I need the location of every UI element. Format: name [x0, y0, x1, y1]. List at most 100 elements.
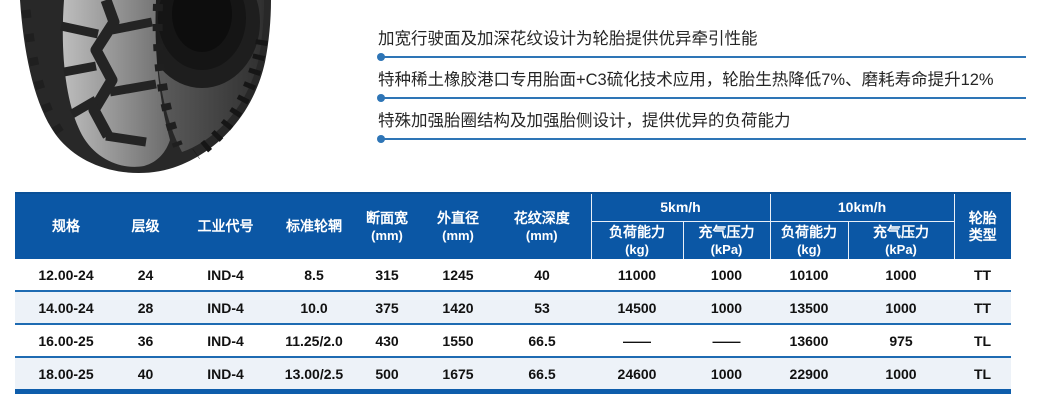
cell-pressure-10kmh: 1000: [848, 357, 954, 394]
cell-load-5kmh: 14500: [591, 291, 683, 325]
cell-tread-depth: 66.5: [493, 357, 591, 394]
cell-outer-diameter: 1245: [423, 259, 493, 292]
col-header-standard-rim: 标准轮辋: [277, 192, 351, 259]
tire-lateral-groove: [69, 96, 99, 118]
col-unit: (mm): [525, 227, 558, 243]
col-header-outer-diameter: 外直径 (mm): [423, 192, 493, 259]
col-label: 标准轮辋: [286, 218, 342, 234]
cell-ply: 36: [117, 324, 174, 358]
cell-spec: 18.00-25: [15, 357, 117, 394]
tire-sidewall-lugs: [192, 39, 268, 159]
feature-item: 特殊加强胎圈结构及加强胎侧设计，提供优异的负荷能力: [377, 110, 1026, 143]
tire-photo-svg: [20, 0, 271, 174]
col-label: 层级: [131, 218, 160, 234]
cell-load-10kmh: 10100: [770, 259, 848, 292]
cell-spec: 14.00-24: [15, 291, 117, 325]
divider-dot-icon: [377, 135, 385, 143]
col-header-industry-code: 工业代号: [174, 192, 277, 259]
spec-table: 规格 层级 工业代号 标准轮辋 断面宽 (mm) 外直径 (mm): [15, 192, 1011, 394]
col-header-ply: 层级: [117, 192, 174, 259]
col-label: 负荷能力: [609, 223, 665, 240]
cell-load-5kmh: 11000: [591, 259, 683, 292]
col-unit: (mm): [442, 227, 474, 243]
cell-industry-code: IND-4: [174, 259, 277, 292]
group-header-5kmh: 5km/h: [590, 192, 771, 222]
cell-outer-diameter: 1675: [423, 357, 493, 394]
col-header-load-10kmh: 负荷能力 (kg): [770, 221, 849, 259]
cell-industry-code: IND-4: [174, 357, 277, 394]
col-label: 充气压力: [873, 223, 929, 240]
feature-text: 特种稀土橡胶港口专用胎面+C3硫化技术应用，轮胎生热降低7%、磨耗寿命提升12%: [378, 71, 994, 89]
cell-pressure-5kmh: ——: [683, 324, 770, 358]
tire-lateral-groove: [109, 79, 157, 97]
cell-load-10kmh: 13500: [770, 291, 848, 325]
table-body: 12.00-24 24 IND-4 8.5 315 1245 40 11000 …: [15, 259, 1011, 394]
tire-tread-face: [62, 0, 170, 167]
cell-pressure-5kmh: 1000: [683, 291, 770, 325]
feature-divider: [377, 53, 1026, 61]
cell-tread-depth: 40: [493, 259, 591, 292]
table-header: 规格 层级 工业代号 标准轮辋 断面宽 (mm) 外直径 (mm): [15, 192, 1011, 259]
tire-center-groove: [88, 0, 120, 139]
col-unit: (kg): [625, 241, 649, 257]
divider-dot-icon: [377, 94, 385, 102]
cell-ply: 24: [117, 259, 174, 292]
col-header-section-width: 断面宽 (mm): [351, 192, 423, 259]
cell-standard-rim: 11.25/2.0: [277, 324, 351, 358]
tire-lateral-groove: [105, 131, 147, 147]
tire-lateral-groove: [63, 61, 97, 77]
col-label: 充气压力: [698, 223, 755, 240]
col-label: 规格: [52, 218, 80, 234]
table-row: 16.00-25 36 IND-4 11.25/2.0 430 1550 66.…: [15, 324, 1011, 358]
cell-tire-type: TT: [954, 259, 1011, 292]
col-header-pressure-5kmh: 充气压力 (kPa): [683, 221, 771, 259]
col-label: 工业代号: [197, 218, 254, 234]
cell-pressure-10kmh: 975: [848, 324, 954, 358]
col-header-spec: 规格: [15, 192, 117, 259]
col-header-load-5kmh: 负荷能力 (kg): [590, 221, 684, 259]
col-label-line1: 轮胎: [968, 209, 997, 226]
col-label: 负荷能力: [781, 223, 837, 240]
col-header-tread-depth: 花纹深度 (mm): [493, 192, 591, 259]
cell-tread-depth: 53: [493, 291, 591, 325]
cell-spec: 16.00-25: [15, 324, 117, 358]
cell-outer-diameter: 1420: [423, 291, 493, 325]
cell-tire-type: TL: [954, 324, 1011, 358]
cell-pressure-5kmh: 1000: [683, 259, 770, 292]
cell-ply: 40: [117, 357, 174, 394]
feature-list: 加宽行驶面及加深花纹设计为轮胎提供优异牵引性能 特种稀土橡胶港口专用胎面+C3硫…: [377, 28, 1026, 151]
cell-load-5kmh: 24600: [591, 357, 683, 394]
cell-tire-type: TL: [954, 357, 1011, 394]
cell-industry-code: IND-4: [174, 324, 277, 358]
cell-standard-rim: 8.5: [277, 259, 351, 292]
feature-divider: [377, 94, 1026, 102]
table-row: 18.00-25 40 IND-4 13.00/2.5 500 1675 66.…: [15, 357, 1011, 394]
cell-load-10kmh: 22900: [770, 357, 848, 394]
col-label-line2: 类型: [968, 226, 997, 243]
group-label: 10km/h: [837, 199, 887, 215]
cell-pressure-5kmh: 1000: [683, 357, 770, 394]
cell-load-5kmh: ——: [591, 324, 683, 358]
feature-divider: [377, 135, 1026, 143]
table-row: 12.00-24 24 IND-4 8.5 315 1245 40 11000 …: [15, 259, 1011, 292]
group-header-10kmh: 10km/h: [770, 192, 955, 222]
cell-standard-rim: 13.00/2.5: [277, 357, 351, 394]
feature-text: 特殊加强胎圈结构及加强胎侧设计，提供优异的负荷能力: [378, 112, 791, 130]
cell-section-width: 315: [351, 259, 423, 292]
col-label: 断面宽: [366, 209, 408, 226]
tire-edge-notches: [21, 9, 68, 141]
cell-ply: 28: [117, 291, 174, 325]
tire-bore-inner: [172, 0, 232, 52]
cell-spec: 12.00-24: [15, 259, 117, 292]
cell-standard-rim: 10.0: [277, 291, 351, 325]
cell-tire-type: TT: [954, 291, 1011, 325]
cell-section-width: 375: [351, 291, 423, 325]
cell-industry-code: IND-4: [174, 291, 277, 325]
header-sub-row: 负荷能力 (kg) 充气压力 (kPa) 负荷能力 (kg) 充气压力 (kPa…: [15, 221, 1011, 259]
tire-lateral-groove: [111, 17, 153, 35]
col-label: 外直径: [437, 209, 479, 226]
col-unit: (kPa): [710, 241, 743, 257]
feature-item: 特种稀土橡胶港口专用胎面+C3硫化技术应用，轮胎生热降低7%、磨耗寿命提升12%: [377, 69, 1026, 102]
col-header-pressure-10kmh: 充气压力 (kPa): [848, 221, 955, 259]
